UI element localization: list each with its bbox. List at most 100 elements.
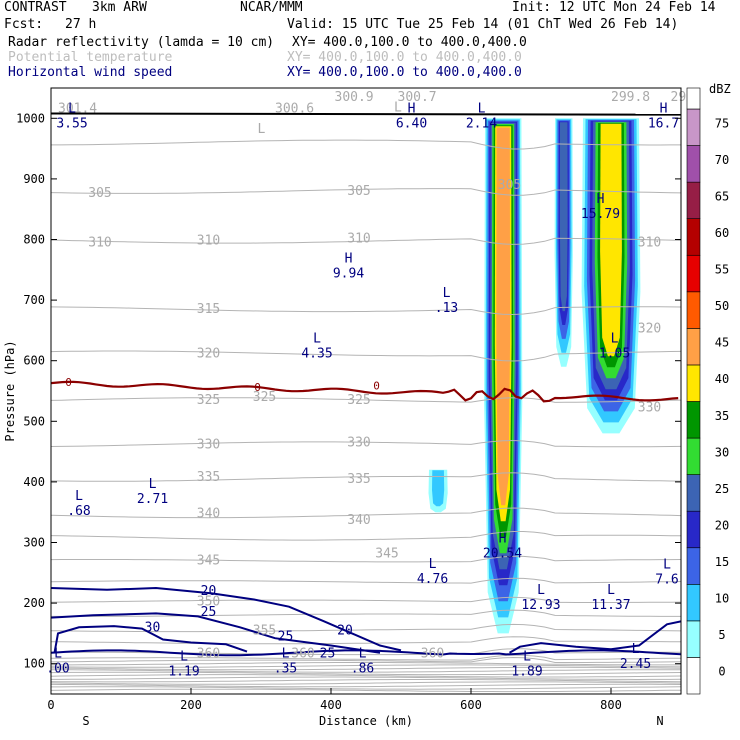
theta-isoline-4	[51, 679, 681, 683]
extremum-kind: L	[611, 332, 619, 347]
field1-name: Radar reflectivity (lamda = 10 cm)	[8, 35, 275, 50]
theta-isoline-21	[51, 531, 681, 541]
extremum-kind: H	[408, 101, 416, 116]
theta-label: 305	[498, 178, 521, 193]
x-tick-label: 200	[180, 698, 202, 712]
theta-label: 310	[197, 234, 220, 249]
theta-label: 325	[347, 393, 370, 408]
y-tick-label: 800	[23, 233, 45, 247]
colorbar-swatch	[686, 181, 701, 219]
theta-isoline-13	[51, 654, 681, 661]
x-tick-label: 0	[47, 698, 54, 712]
wind-contour-25	[51, 612, 381, 654]
colorbar-swatch	[686, 401, 701, 439]
wind-label: 20	[201, 584, 217, 599]
extremum-value: 2.14	[466, 116, 497, 131]
extremum-kind: H	[499, 532, 507, 547]
theta-isoline-16	[51, 623, 681, 633]
colorbar-label: 0	[718, 665, 725, 679]
extremum-value: 6.40	[396, 116, 427, 131]
contour-labels: 360 360 360 355 350 345 345 340 340 335 335 330 330 3…	[46, 90, 694, 680]
y-tick-label: 400	[23, 475, 45, 489]
extremum-value: 9.94	[333, 267, 364, 282]
extremum-value: 2.45	[620, 657, 651, 672]
theta-isoline-2	[51, 683, 681, 688]
colorbar-swatch	[686, 437, 701, 475]
theta-label: 325	[197, 393, 220, 408]
extremum-kind: L	[523, 650, 531, 665]
theta-label: 335	[347, 472, 370, 487]
extremum-value: 2.71	[137, 492, 168, 507]
colorbar-swatch	[686, 254, 701, 293]
north-label: N	[656, 714, 663, 728]
header-init: Init: 12 UTC Mon 24 Feb 14	[512, 0, 716, 15]
theta-isoline-12	[51, 656, 681, 663]
surface-theta-label: 300.7	[398, 90, 437, 105]
wind-contours	[51, 586, 681, 657]
extremum-value: 12.93	[521, 598, 560, 613]
colorbar-unit: dBZ	[709, 82, 731, 96]
zero-contour-label: 0	[254, 381, 261, 394]
theta-isoline-19	[51, 577, 681, 584]
terrain-line	[51, 112, 681, 116]
theta-label: 315	[197, 302, 220, 317]
extremum-kind: H	[660, 101, 668, 116]
south-label: S	[82, 714, 89, 728]
theta-isoline-17	[51, 609, 681, 617]
reflectivity-level-3-2	[432, 470, 445, 507]
colorbar-swatch	[686, 291, 701, 329]
colorbar-swatch	[686, 145, 701, 183]
theta-label: 320	[638, 322, 661, 337]
theta-isoline-3	[51, 681, 681, 685]
theta-isoline-6	[51, 674, 681, 678]
zero-contour-label: 0	[65, 376, 72, 389]
wind-label: 25	[278, 629, 294, 644]
theta-isoline-18	[51, 596, 681, 603]
extremum-value: 7.6	[655, 573, 678, 588]
colorbar-swatch	[686, 620, 701, 658]
extremum-value: .13	[435, 301, 458, 316]
y-tick-label: 600	[23, 354, 45, 368]
extremum-kind: L	[663, 558, 671, 573]
extremum-kind: L	[313, 332, 321, 347]
theta-isoline-25	[51, 397, 681, 403]
extremum-value: .35	[274, 662, 297, 677]
theta-isoline-24	[51, 439, 681, 448]
theta-label: 360	[197, 646, 220, 661]
colorbar-swatch	[686, 364, 701, 402]
theta-label: 330	[197, 437, 220, 452]
surface-theta-label: 300.6	[275, 102, 314, 117]
theta-isoline-11	[51, 662, 681, 666]
extremum-value: .00	[46, 662, 69, 677]
wind-label: 30	[145, 620, 161, 635]
extremum-value: 1.19	[168, 665, 199, 680]
zero-contour-label: 0	[373, 380, 380, 393]
extremum-value: 1.89	[511, 665, 542, 680]
theta-isoline-26	[51, 350, 681, 362]
extremum-kind: L	[149, 477, 157, 492]
theta-label: 310	[638, 236, 661, 251]
colorbar-label: 65	[715, 189, 729, 203]
surface-theta-label: L	[258, 122, 266, 137]
extremum-value: .68	[67, 504, 90, 519]
extremum-kind: L	[282, 647, 290, 662]
theta-label: 305	[347, 184, 370, 199]
field3-name: Horizontal wind speed	[8, 65, 173, 80]
extremum-value: .86	[351, 662, 374, 677]
wind-contour-30	[53, 625, 248, 653]
theta-label: 350	[197, 594, 220, 609]
colorbar-swatch	[686, 218, 701, 256]
colorbar-label: 45	[715, 336, 729, 350]
reflectivity-level-1-8	[600, 123, 622, 357]
x-tick-label: 600	[460, 698, 482, 712]
surface-theta-label: 300.9	[335, 90, 374, 105]
colorbar-label: 15	[715, 555, 729, 569]
y-tick-label: 200	[23, 596, 45, 610]
extremum-value: 1.05	[599, 347, 630, 362]
extremum-value: 4.35	[301, 347, 332, 362]
theta-isoline-9	[51, 666, 681, 671]
theta-isoline-10	[51, 664, 681, 668]
extremum-value: 11.37	[591, 598, 630, 613]
